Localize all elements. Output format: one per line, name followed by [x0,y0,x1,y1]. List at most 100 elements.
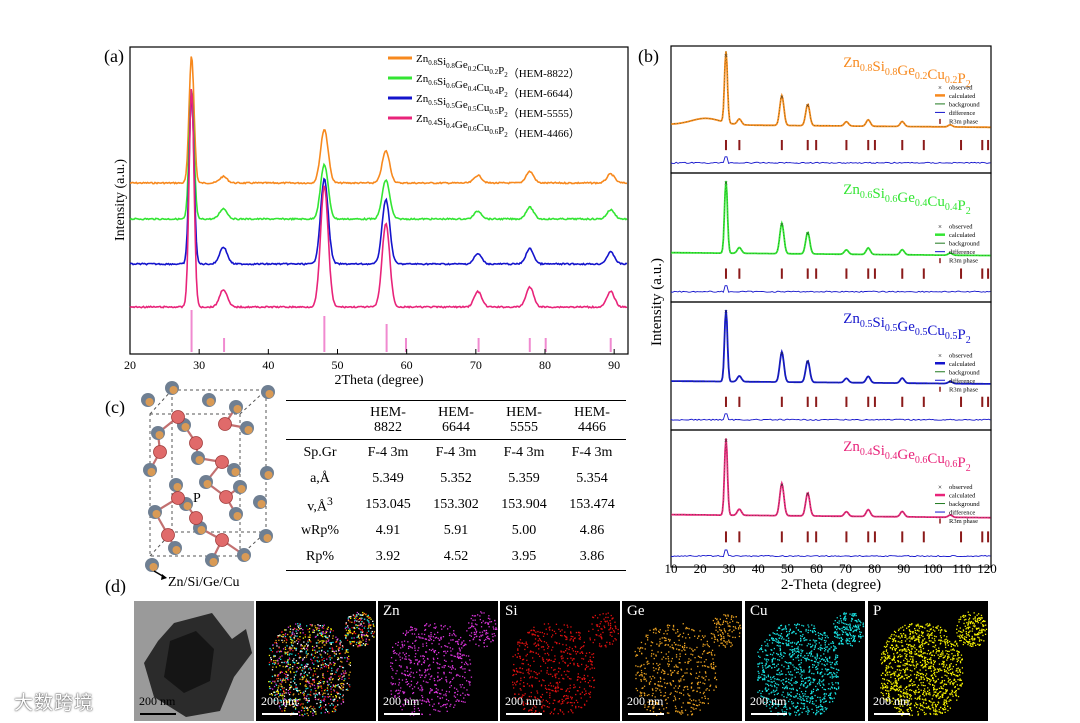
row-label: v,Å3 [307,494,333,515]
map-pixel [611,635,613,637]
map-pixel [540,665,542,667]
subplot-formula: Zn0.5Si0.5Ge0.5Cu0.5P2 [843,311,971,346]
map-pixel [919,637,921,639]
map-pixel [554,673,556,675]
map-pixel [770,681,772,683]
map-pixel [678,658,680,660]
map-pixel [424,660,426,662]
map-pixel [439,663,441,665]
map-pixel [662,656,665,658]
map-pixel [348,658,350,660]
map-pixel [583,674,585,677]
map-pixel [702,643,704,645]
map-pixel [956,699,958,701]
map-pixel [787,643,790,645]
map-pixel [572,650,574,652]
map-pixel [819,704,822,706]
map-pixel [652,707,654,710]
map-pixel [660,678,662,680]
map-pixel [452,648,454,650]
map-pixel [802,680,804,682]
map-pixel [563,700,565,702]
map-pixel [840,618,842,620]
map-pixel [419,674,421,676]
map-pixel [547,644,549,646]
map-pixel [933,710,935,712]
map-pixel [562,702,564,704]
map-pixel [797,648,800,650]
map-pixel [453,695,455,697]
map-pixel [468,682,471,684]
map-pixel [602,613,604,615]
map-pixel [315,693,317,695]
map-pixel [923,660,925,662]
map-pixel [783,683,785,686]
map-pixel [319,704,322,706]
map-pixel [332,641,334,644]
map-pixel [719,633,721,636]
map-pixel [797,623,799,625]
map-pixel [731,644,733,646]
map-pixel [882,697,884,699]
map-pixel [662,670,665,672]
map-pixel [421,674,423,676]
map-pixel [466,693,469,696]
map-pixel [557,683,559,685]
map-pixel [479,615,481,617]
map-pixel [306,653,309,655]
map-pixel [554,687,556,689]
map-pixel [341,648,343,650]
map-pixel [315,698,317,701]
map-pixel [757,678,759,681]
map-pixel [342,646,344,648]
map-pixel [424,624,426,627]
map-pixel [289,698,291,700]
map-pixel [547,647,549,649]
map-pixel [800,702,802,704]
map-pixel [814,647,816,649]
map-pixel [468,669,470,671]
map-pixel [461,661,463,664]
map-pixel [517,652,519,655]
map-pixel [541,693,544,696]
map-pixel [538,680,540,682]
subplot-formula: Zn0.8Si0.8Ge0.2Cu0.2P2 [843,55,971,90]
map-pixel [306,625,308,627]
map-pixel [967,643,969,646]
map-pixel [835,647,837,649]
map-pixel [565,674,567,676]
map-pixel [450,685,452,687]
map-pixel [425,638,427,640]
map-pixel [289,687,291,689]
map-pixel [289,653,291,655]
map-pixel [364,644,366,647]
map-pixel [826,658,828,660]
map-pixel [285,652,287,655]
map-pixel [331,670,333,672]
map-pixel [810,659,812,662]
map-pixel [285,688,287,691]
map-pixel [594,614,596,617]
map-pixel [702,702,704,704]
map-pixel [321,627,323,629]
map-pixel [608,629,610,631]
map-pixel [444,665,446,667]
map-pixel [705,659,707,661]
map-pixel [335,641,338,643]
map-pixel [614,638,616,640]
map-pixel [422,661,425,663]
map-pixel [444,645,446,647]
map-pixel [941,682,943,684]
map-pixel [549,696,551,699]
map-pixel [694,657,696,659]
map-pixel [528,632,530,634]
map-pixel [478,636,481,638]
map-pixel [687,714,689,716]
map-pixel [716,618,718,621]
map-pixel [425,670,427,672]
map-pixel [338,649,340,651]
map-pixel [672,628,674,630]
map-pixel [274,680,276,682]
map-pixel [571,648,573,650]
map-pixel [882,694,885,697]
